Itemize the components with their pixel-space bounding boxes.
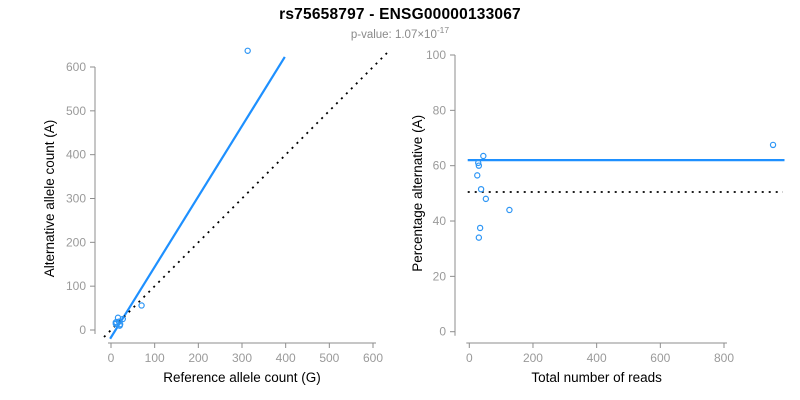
right-data-point bbox=[480, 152, 487, 160]
figure-subtitle: p-value: 1.07×10-17 bbox=[0, 25, 800, 41]
left-x-tick-label: 400 bbox=[276, 351, 296, 365]
right-data-point bbox=[482, 195, 490, 203]
right-data-point bbox=[477, 185, 485, 193]
left-y-tick-label: 600 bbox=[66, 60, 86, 74]
right-y-tick-label: 60 bbox=[433, 159, 447, 173]
left-x-tick-label: 200 bbox=[188, 351, 208, 365]
pvalue-exponent: -17 bbox=[436, 25, 450, 35]
right-x-tick-label: 800 bbox=[714, 351, 734, 365]
right-x-tick-label: 400 bbox=[587, 351, 607, 365]
right-y-tick-label: 0 bbox=[439, 325, 446, 339]
left-x-tick-label: 100 bbox=[145, 351, 165, 365]
right-data-point bbox=[475, 234, 483, 241]
left-y-tick-label: 200 bbox=[66, 235, 86, 249]
left-x-tick-label: 300 bbox=[232, 351, 252, 365]
right-data-point bbox=[476, 224, 484, 232]
right-y-tick-label: 100 bbox=[426, 48, 446, 62]
right-data-point bbox=[475, 159, 482, 167]
left-data-point bbox=[119, 315, 126, 323]
left-x-tick-label: 500 bbox=[319, 351, 339, 365]
right-x-axis-title: Total number of reads bbox=[531, 370, 662, 385]
right-y-tick-label: 40 bbox=[433, 214, 447, 228]
right-data-point bbox=[475, 162, 483, 169]
left-regression-line bbox=[109, 56, 286, 340]
right-x-tick-label: 600 bbox=[650, 351, 670, 365]
left-data-point bbox=[138, 302, 145, 309]
left-identity-line bbox=[103, 52, 388, 338]
left-y-tick-label: 0 bbox=[79, 323, 86, 337]
left-x-axis-title: Reference allele count (G) bbox=[163, 370, 321, 385]
left-y-tick-label: 300 bbox=[66, 192, 86, 206]
right-y-tick-label: 20 bbox=[433, 269, 447, 283]
right-y-tick-label: 80 bbox=[433, 103, 447, 117]
left-y-axis-title: Alternative allele count (A) bbox=[42, 120, 57, 278]
right-y-axis-title: Percentage alternative (A) bbox=[410, 115, 425, 272]
pvalue-text: p-value: 1.07×10 bbox=[350, 28, 437, 41]
left-y-tick-label: 500 bbox=[66, 104, 86, 118]
left-x-tick-label: 0 bbox=[108, 351, 115, 365]
left-x-tick-label: 600 bbox=[363, 351, 383, 365]
left-data-point bbox=[116, 322, 123, 329]
right-x-tick-label: 200 bbox=[523, 351, 543, 365]
right-x-tick-label: 0 bbox=[466, 351, 473, 365]
right-data-point bbox=[769, 141, 777, 149]
right-data-point bbox=[506, 206, 513, 214]
left-y-tick-label: 100 bbox=[66, 279, 86, 293]
figure-title: rs75658797 - ENSG00000133067 bbox=[279, 6, 521, 23]
left-y-tick-label: 400 bbox=[66, 148, 86, 162]
right-data-point bbox=[474, 172, 481, 179]
left-data-point bbox=[244, 47, 251, 54]
